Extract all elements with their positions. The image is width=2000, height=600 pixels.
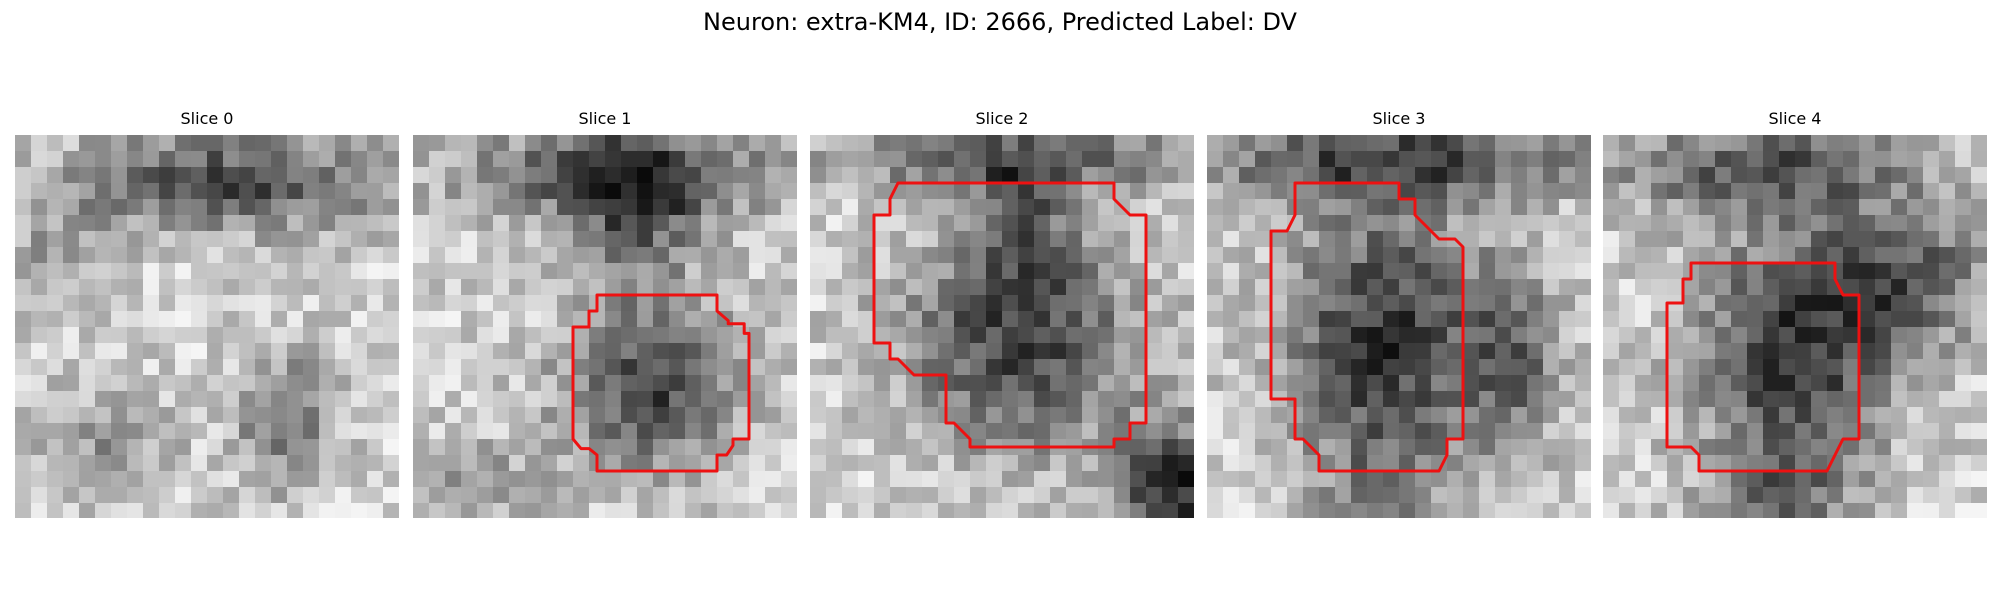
slice-2-title: Slice 2	[975, 109, 1029, 128]
slice-panel-0: Slice 0	[15, 0, 399, 520]
slice-panel-3: Slice 3	[1207, 0, 1591, 520]
slice-panel-1: Slice 1	[413, 0, 797, 520]
slice-2-image	[810, 135, 1194, 518]
roi-outline	[571, 293, 751, 473]
slice-4-image	[1603, 135, 1987, 518]
slice-1-image	[413, 135, 797, 518]
slice-0-image	[15, 135, 399, 518]
slice-panel-2: Slice 2	[810, 0, 1194, 520]
slice-4-title: Slice 4	[1768, 109, 1822, 128]
slice-3-image	[1207, 135, 1591, 518]
slice-panel-4: Slice 4	[1603, 0, 1987, 520]
slice-0-title: Slice 0	[180, 109, 234, 128]
slice-1-title: Slice 1	[578, 109, 632, 128]
roi-outline	[1665, 261, 1861, 473]
roi-outline	[872, 181, 1148, 449]
figure-title: Neuron: extra-KM4, ID: 2666, Predicted L…	[703, 8, 1297, 36]
slice-3-title: Slice 3	[1372, 109, 1426, 128]
roi-outline	[1269, 181, 1465, 473]
